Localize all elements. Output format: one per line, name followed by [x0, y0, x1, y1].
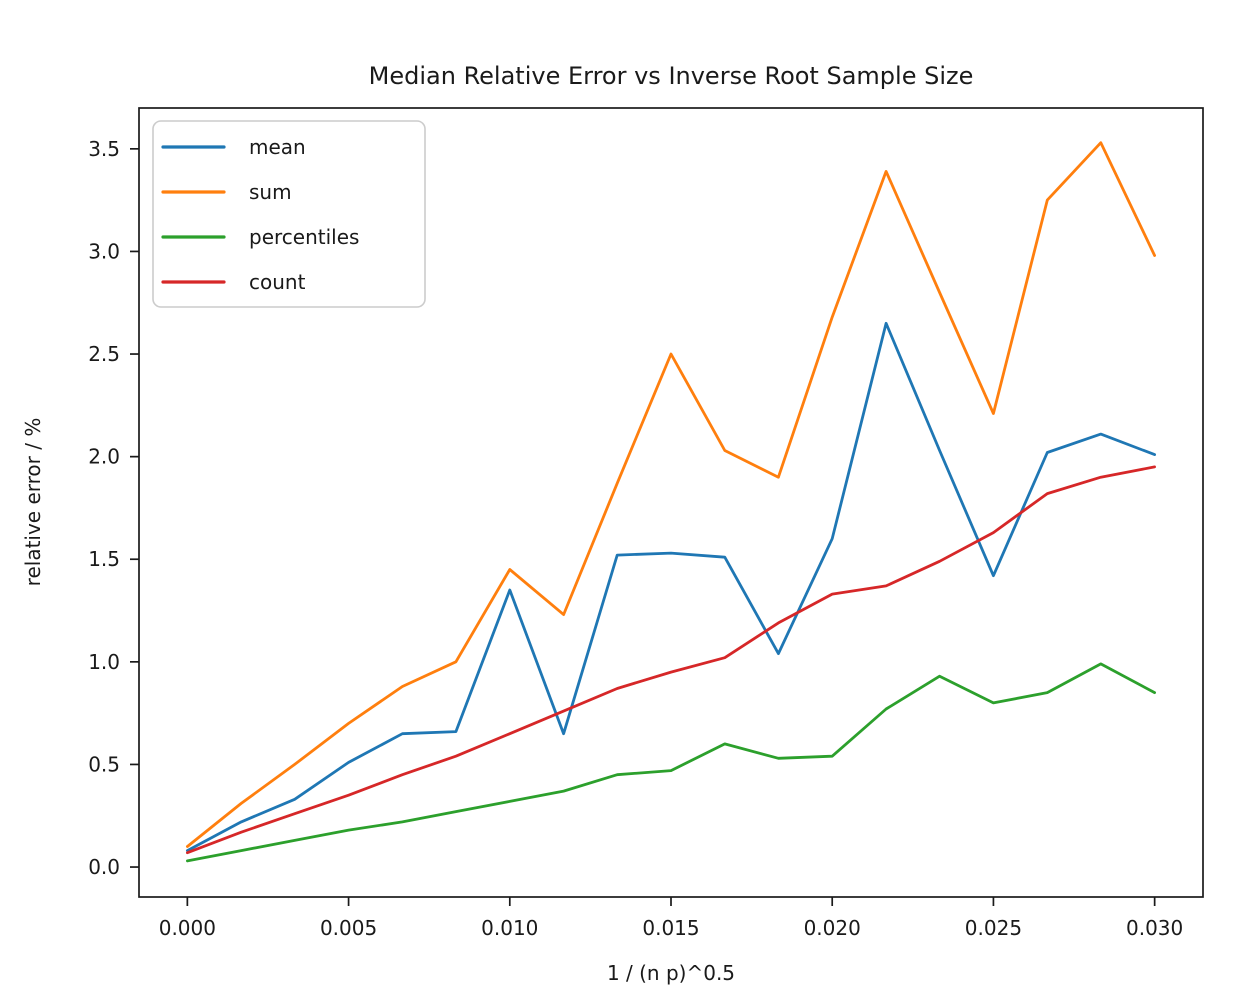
x-tick-label: 0.015: [642, 916, 699, 940]
x-tick-label: 0.030: [1126, 916, 1183, 940]
legend-box: [152, 120, 426, 308]
y-axis-label: relative error / %: [21, 418, 45, 587]
series-line-count: [185, 465, 1156, 855]
chart-title: Median Relative Error vs Inverse Root Sa…: [369, 62, 974, 90]
legend: mean sum percentiles count: [152, 120, 426, 308]
legend-label-percentiles: percentiles: [249, 225, 359, 249]
series-lines: [185, 141, 1156, 863]
x-tick-label: 0.020: [804, 916, 861, 940]
x-tick-label: 0.000: [159, 916, 216, 940]
y-tick-label: 3.0: [88, 239, 120, 263]
legend-label-count: count: [249, 270, 306, 294]
y-tick-label: 0.5: [88, 752, 120, 776]
axis-ticks: 0.000 0.005 0.010 0.015 0.020 0.025 0.030 0.0 0.…: [88, 137, 1183, 940]
series-line-mean: [185, 321, 1156, 852]
y-tick-label: 3.5: [88, 137, 120, 161]
x-tick-label: 0.005: [320, 916, 377, 940]
y-tick-label: 1.5: [88, 547, 120, 571]
legend-label-sum: sum: [249, 180, 292, 204]
legend-label-mean: mean: [249, 135, 306, 159]
series-line-sum: [185, 141, 1156, 848]
series-line-percentiles: [185, 662, 1156, 863]
x-tick-label: 0.010: [481, 916, 538, 940]
y-tick-label: 0.0: [88, 855, 120, 879]
y-tick-label: 2.5: [88, 342, 120, 366]
x-axis-label: 1 / (n p)^0.5: [607, 961, 735, 985]
y-tick-label: 2.0: [88, 445, 120, 469]
y-tick-label: 1.0: [88, 650, 120, 674]
x-tick-label: 0.025: [965, 916, 1022, 940]
